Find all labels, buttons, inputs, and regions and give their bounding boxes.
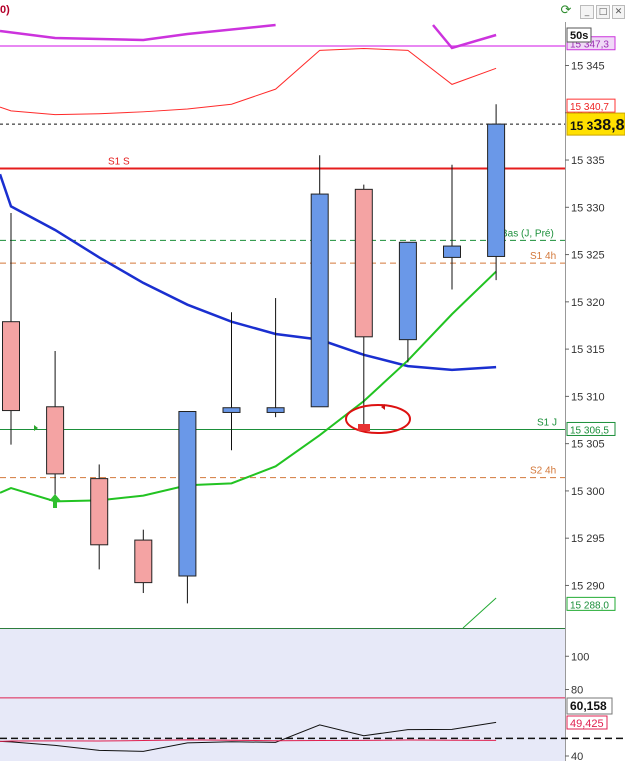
osc-value-box (566, 697, 613, 715)
highlight-ellipse (345, 404, 411, 434)
price-tick-label: 15 325 (571, 250, 605, 262)
close-button[interactable]: ✕ (612, 5, 625, 19)
candle (443, 164, 461, 290)
price-tick-label: 15 310 (571, 391, 605, 403)
candle-body (266, 407, 285, 413)
magenta-indicator-line (0, 23, 276, 42)
price-label: 15 306,5 (570, 425, 609, 436)
osc-tick-label: 80 (571, 685, 583, 697)
price-tick-label: 15 290 (571, 580, 605, 592)
refresh-icon[interactable]: ⟳ (560, 3, 572, 18)
signal-marker (358, 424, 370, 431)
candle-body (2, 321, 20, 412)
candle (2, 212, 20, 445)
candle (354, 184, 373, 429)
level-label: S1 J (537, 417, 557, 428)
price-tick-label: 15 320 (571, 297, 605, 309)
price-tick-label: 15 295 (571, 533, 605, 545)
price-tick-label: 15 305 (571, 439, 605, 451)
candle-body (178, 411, 197, 577)
candle-body (310, 193, 329, 408)
level-label: S1 4h (530, 251, 556, 262)
price-label-box (566, 421, 616, 436)
price-tick-label: 15 335 (571, 155, 605, 167)
candle (487, 104, 506, 281)
timer-label: 50s (570, 30, 588, 42)
price-tick-label: 15 330 (571, 202, 605, 214)
timer-box (566, 27, 592, 43)
level-label: S2 4h (530, 466, 556, 477)
osc-tick-label: 40 (571, 751, 583, 761)
candle-body (398, 241, 417, 341)
osc-signal-label: 49,425 (570, 718, 604, 730)
current-price-label: 15 338,8 (570, 117, 625, 134)
price-label: 15 288,0 (570, 600, 609, 611)
price-pane (0, 22, 565, 628)
small-arrow-icon (381, 404, 385, 410)
candle-body (354, 188, 373, 338)
green-trend-segment (462, 597, 497, 629)
candle (90, 464, 109, 570)
level-label: Bas (J, Pré) (501, 228, 554, 239)
candle (398, 241, 417, 363)
price-label: 15 347,3 (570, 40, 609, 51)
up-arrow-icon (49, 494, 61, 508)
candle (134, 529, 153, 594)
candle-body (222, 407, 241, 413)
magenta-indicator-line (432, 24, 497, 50)
minimize-button[interactable]: _ (580, 5, 594, 19)
oscillator-signal-line (0, 739, 497, 742)
candle-body (134, 539, 153, 584)
window-title: 0) (0, 4, 10, 16)
osc-tick-label: 100 (571, 651, 589, 663)
maximize-button[interactable]: □ (596, 5, 610, 19)
oscillator-line (0, 721, 497, 752)
price-label-box (566, 596, 616, 611)
candle-body (487, 123, 506, 257)
price-tick-label: 15 300 (571, 486, 605, 498)
price-label-box (566, 98, 616, 113)
candle (266, 298, 285, 418)
price-label: 15 340,7 (570, 102, 609, 113)
price-tick-label: 15 345 (571, 60, 605, 72)
candle-body (46, 406, 65, 475)
price-tick-label: 15 315 (571, 344, 605, 356)
candle (310, 155, 329, 408)
osc-signal-box (566, 715, 608, 730)
level-label: S1 S (108, 157, 130, 168)
red-envelope-line (0, 47, 497, 116)
candle (178, 411, 197, 604)
candle-body (443, 245, 461, 258)
candle (222, 312, 241, 451)
candle (46, 350, 65, 496)
current-price-box (566, 112, 625, 136)
candle-body (90, 478, 109, 546)
osc-value-label: 60,158 (570, 699, 607, 713)
small-arrow-icon (34, 425, 38, 431)
